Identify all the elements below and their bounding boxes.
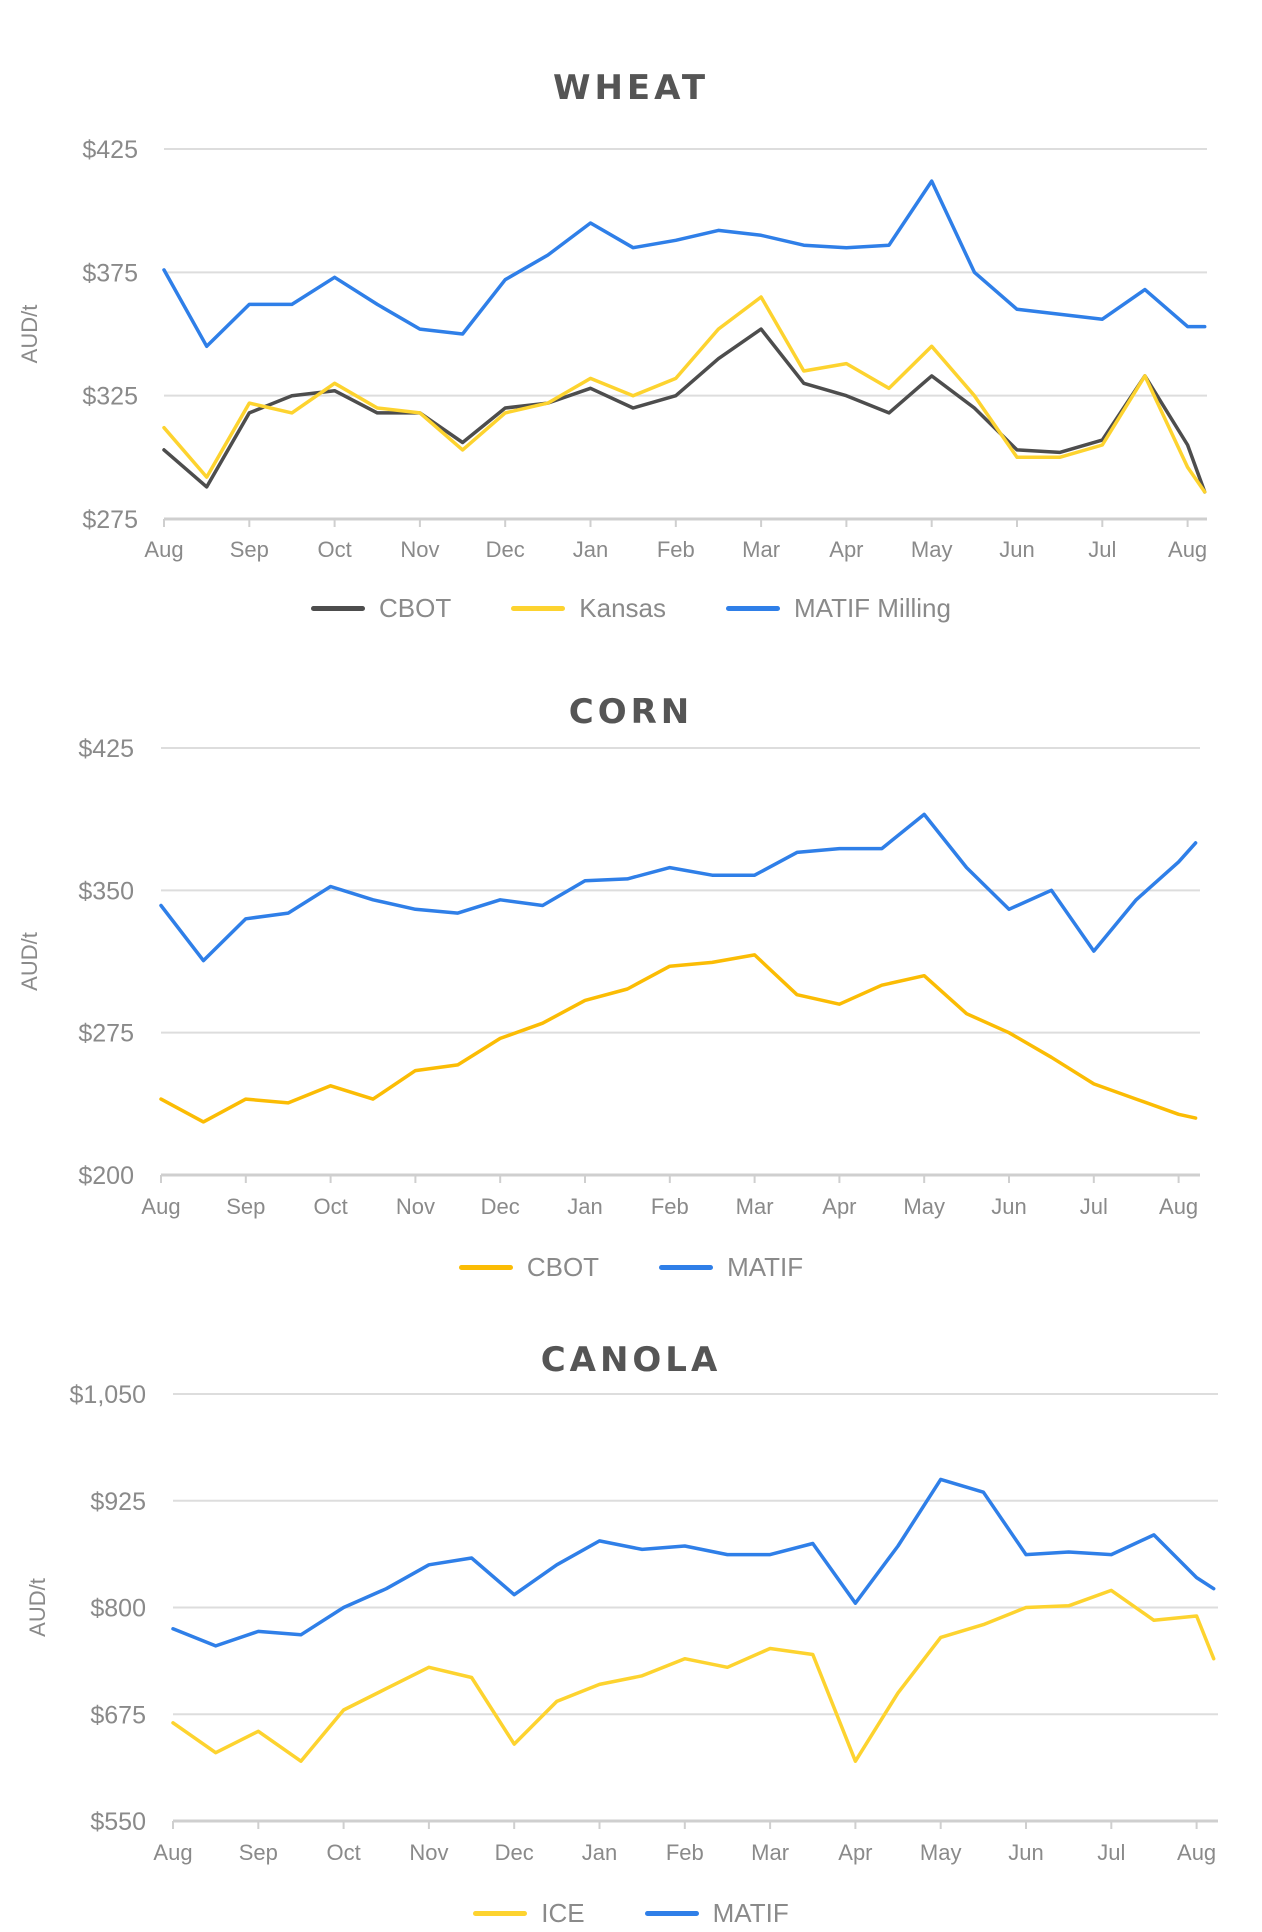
plot-area: $275 $325 $375 $425 Aug Sep Oct Nov Dec Jan Feb Mar…: [17, 136, 1207, 562]
y-axis-title: AUD/t: [25, 1578, 50, 1637]
legend: CBOT MATIF: [0, 1249, 1262, 1285]
x-tick-label: Aug: [141, 1194, 180, 1219]
legend-item-cbot[interactable]: CBOT: [458, 1251, 600, 1283]
legend-swatch-icon: [311, 605, 366, 611]
legend-swatch-icon: [458, 1264, 513, 1270]
series-line-matif-milling: [162, 179, 1207, 349]
x-tick-label: Jun: [1008, 1840, 1043, 1865]
x-tick-label: Sep: [226, 1194, 265, 1219]
legend-swatch-icon: [726, 605, 780, 611]
legend-label: CBOT: [526, 1251, 600, 1282]
legend-item-kansas[interactable]: Kansas: [511, 593, 666, 624]
x-tick-label: Aug: [1168, 537, 1207, 562]
legend-label: ICE: [541, 1897, 585, 1928]
y-tick-label: $350: [78, 877, 134, 905]
x-tick-label: Sep: [230, 537, 269, 562]
legend-swatch-icon: [644, 1910, 699, 1916]
x-tick-label: Aug: [1159, 1194, 1198, 1219]
x-tick-label: Oct: [317, 537, 351, 562]
y-tick-label: $375: [82, 259, 138, 287]
x-tick-label: Aug: [1177, 1840, 1216, 1865]
x-tick-label: Jan: [573, 537, 608, 562]
series-line-cbot: [159, 953, 1198, 1124]
x-tick-label: Jan: [582, 1840, 617, 1865]
x-tick-label: Aug: [153, 1840, 192, 1865]
series-line-cbot: [162, 327, 1207, 494]
x-tick-label: May: [911, 537, 953, 562]
x-tick-label: Feb: [651, 1194, 689, 1219]
y-tick-label: $925: [90, 1488, 146, 1516]
legend-label: MATIF Milling: [794, 592, 951, 623]
chart-title: CORN: [568, 692, 694, 732]
y-tick-label: $325: [82, 383, 138, 411]
chart-title: CANOLA: [540, 1340, 722, 1380]
legend-label: MATIF: [727, 1251, 804, 1282]
y-tick-label: $675: [90, 1701, 146, 1729]
legend-item-matif-milling[interactable]: MATIF Milling: [726, 593, 951, 624]
x-tick-label: Mar: [742, 537, 780, 562]
x-tick-label: Oct: [313, 1194, 347, 1219]
y-tick-label: $275: [82, 506, 138, 534]
legend-swatch-icon: [473, 1910, 528, 1916]
corn-chart: CORN $200 $275 $350 $425 Aug Sep Oct Nov Dec Jan F…: [0, 692, 1262, 1285]
x-tick-label: Jul: [1097, 1840, 1125, 1865]
chart-title: WHEAT: [552, 68, 710, 108]
legend-label: Kansas: [579, 592, 666, 623]
x-tick-label: Sep: [239, 1840, 278, 1865]
legend-label: CBOT: [379, 592, 452, 623]
x-tick-label: Dec: [486, 537, 525, 562]
x-tick-label: May: [920, 1840, 962, 1865]
x-tick-label: Apr: [838, 1840, 872, 1865]
y-tick-label: $425: [82, 136, 138, 164]
x-tick-label: Nov: [409, 1840, 448, 1865]
x-tick-label: Feb: [657, 537, 695, 562]
x-tick-label: Jun: [991, 1194, 1026, 1219]
x-tick-label: Apr: [829, 537, 863, 562]
legend: ICE MATIF: [0, 1895, 1262, 1931]
x-tick-label: Dec: [495, 1840, 534, 1865]
series-line-kansas: [162, 295, 1207, 494]
legend-label: MATIF: [712, 1897, 789, 1928]
x-tick-label: Nov: [396, 1194, 435, 1219]
legend-swatch-icon: [659, 1264, 714, 1270]
y-axis-title: AUD/t: [17, 932, 42, 991]
legend-swatch-icon: [511, 605, 566, 611]
x-tick-label: Mar: [736, 1194, 774, 1219]
y-tick-label: $275: [78, 1020, 134, 1048]
x-tick-label: Jul: [1080, 1194, 1108, 1219]
x-tick-label: May: [903, 1194, 945, 1219]
plot-area: $200 $275 $350 $425 Aug Sep Oct Nov Dec Jan Feb Mar…: [17, 735, 1200, 1219]
y-tick-label: $425: [78, 735, 134, 763]
y-tick-label: $1,050: [70, 1381, 146, 1409]
y-tick-label: $800: [90, 1595, 146, 1623]
x-tick-label: Mar: [751, 1840, 789, 1865]
x-tick-label: Jun: [999, 537, 1034, 562]
x-tick-label: Aug: [144, 537, 183, 562]
series-line-matif: [171, 1477, 1216, 1648]
x-tick-label: Oct: [326, 1840, 360, 1865]
x-tick-label: Feb: [666, 1840, 704, 1865]
legend-item-matif[interactable]: MATIF: [644, 1897, 789, 1929]
x-tick-label: Jan: [567, 1194, 602, 1219]
y-tick-label: $550: [90, 1808, 146, 1836]
y-axis-title: AUD/t: [17, 305, 42, 364]
legend: CBOT Kansas MATIF Milling: [0, 590, 1262, 626]
series-line-matif: [159, 812, 1198, 963]
x-tick-label: Apr: [822, 1194, 856, 1219]
x-tick-label: Dec: [481, 1194, 520, 1219]
legend-item-ice[interactable]: ICE: [473, 1897, 585, 1929]
series-line-ice: [171, 1588, 1216, 1763]
x-tick-label: Jul: [1088, 537, 1116, 562]
wheat-chart: WHEAT $275 $325 $375 $425 Aug Sep Oct Nov Dec Jan…: [0, 0, 1262, 640]
legend-item-matif[interactable]: MATIF: [659, 1252, 803, 1283]
y-tick-label: $200: [78, 1162, 134, 1190]
legend-item-cbot[interactable]: CBOT: [311, 593, 451, 624]
x-tick-label: Nov: [400, 537, 439, 562]
